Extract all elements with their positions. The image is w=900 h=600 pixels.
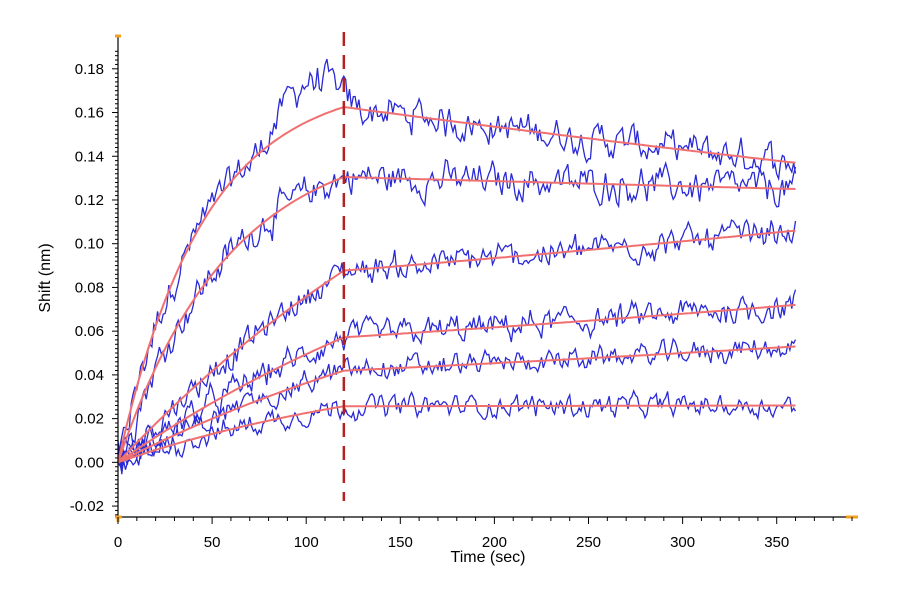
fit-curve-5 bbox=[117, 345, 796, 464]
x-tick-label: 150 bbox=[388, 534, 413, 551]
x-tick-label: 200 bbox=[482, 534, 507, 551]
data-trace-6 bbox=[117, 389, 797, 473]
fit-curve-2 bbox=[117, 175, 796, 463]
y-tick-label: 0.12 bbox=[75, 192, 104, 209]
data-trace-4 bbox=[117, 289, 797, 465]
data-trace-2 bbox=[117, 158, 797, 467]
fit-curve-3 bbox=[117, 229, 796, 463]
fit-curve-4 bbox=[117, 303, 796, 464]
y-tick-label: 0.14 bbox=[75, 148, 104, 165]
y-tick-label: 0.06 bbox=[75, 323, 104, 340]
y-tick-label: 0.16 bbox=[75, 105, 104, 122]
y-tick-label: 0.04 bbox=[75, 367, 104, 384]
x-axis-title: Time (sec) bbox=[451, 549, 526, 566]
y-tick-label: 0.02 bbox=[75, 411, 104, 428]
x-tick-label: 250 bbox=[576, 534, 601, 551]
fit-curve-6 bbox=[117, 404, 796, 464]
y-tick-label: 0.08 bbox=[75, 279, 104, 296]
x-tick-label: 50 bbox=[204, 534, 221, 551]
y-tick-label: -0.02 bbox=[70, 498, 104, 515]
x-tick-label: 350 bbox=[764, 534, 789, 551]
y-tick-label: 0.10 bbox=[75, 236, 104, 253]
x-tick-label: 300 bbox=[670, 534, 695, 551]
x-tick-label: 100 bbox=[294, 534, 319, 551]
y-tick-label: 0.00 bbox=[75, 454, 104, 471]
axes: -0.02 0.00 0.02 0.04 0.06 0.08 0.10 0.12 0.14 0.1… bbox=[70, 34, 858, 551]
y-tick-label: 0.18 bbox=[75, 61, 104, 78]
plot-area bbox=[117, 32, 797, 501]
data-trace-3 bbox=[117, 218, 797, 464]
y-axis-title: Shift (nm) bbox=[37, 243, 54, 312]
fit-curve-1 bbox=[117, 105, 796, 463]
x-tick-label: 0 bbox=[114, 534, 122, 551]
